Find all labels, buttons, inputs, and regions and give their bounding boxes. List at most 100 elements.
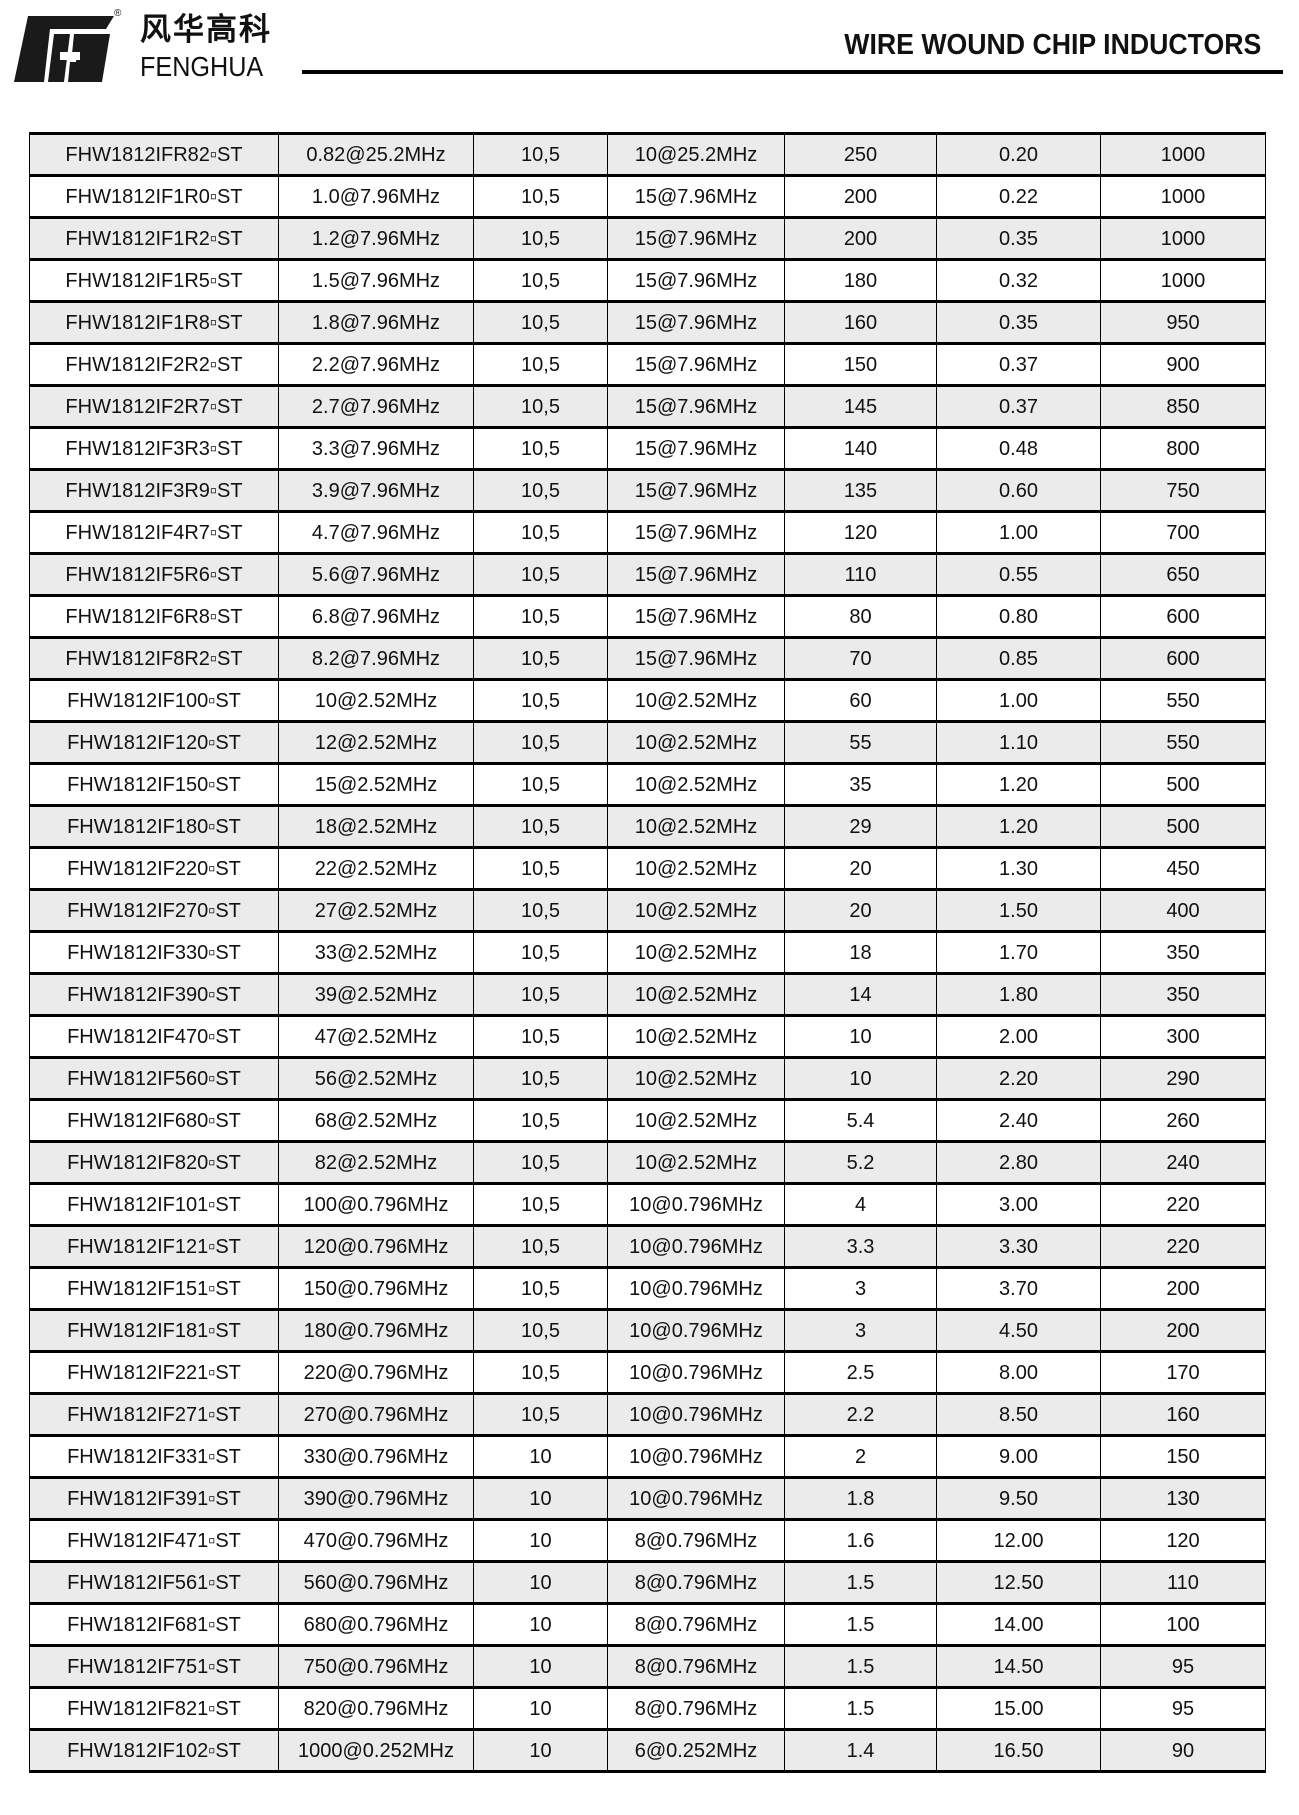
cell-dcr: 2.40 [936,1098,1101,1143]
cell-inductance: 15@2.52MHz [278,762,474,807]
cell-tolerance: 10,5 [473,678,608,723]
cell-dcr: 0.55 [936,552,1101,597]
table-row: FHW1812IF391▫ST 390@0.796MHz 10 10@0.796MHz… [29,1476,1266,1521]
table-row: FHW1812IF681▫ST 680@0.796MHz 10 8@0.796MHz 1… [29,1602,1266,1647]
cell-inductance: 1.0@7.96MHz [278,174,474,219]
cell-part-number: FHW1812IF1R8▫ST [29,300,279,345]
cell-srf: 135 [784,468,937,513]
cell-rated-current: 450 [1100,846,1266,891]
cell-rated-current: 90 [1100,1728,1266,1773]
cell-part-number: FHW1812IF561▫ST [29,1560,279,1605]
cell-rated-current: 350 [1100,930,1266,975]
cell-tolerance: 10,5 [473,888,608,933]
cell-rated-current: 200 [1100,1266,1266,1311]
cell-inductance: 150@0.796MHz [278,1266,474,1311]
table-row: FHW1812IF470▫ST 47@2.52MHz 10,5 10@2.52MHz 1… [29,1014,1266,1059]
cell-srf: 180 [784,258,937,303]
cell-part-number: FHW1812IF151▫ST [29,1266,279,1311]
cell-tolerance: 10,5 [473,384,608,429]
cell-tolerance: 10,5 [473,1308,608,1353]
cell-rated-current: 800 [1100,426,1266,471]
table-row: FHW1812IF680▫ST 68@2.52MHz 10,5 10@2.52MHz 5… [29,1098,1266,1143]
cell-srf: 200 [784,216,937,261]
cell-tolerance: 10,5 [473,1014,608,1059]
cell-q-min: 10@2.52MHz [607,1056,785,1101]
table-row: FHW1812IF1R2▫ST 1.2@7.96MHz 10,5 15@7.96MHz… [29,216,1266,261]
table-row: FHW1812IF471▫ST 470@0.796MHz 10 8@0.796MHz 1… [29,1518,1266,1563]
cell-part-number: FHW1812IF2R2▫ST [29,342,279,387]
cell-rated-current: 750 [1100,468,1266,513]
table-row: FHW1812IF101▫ST 100@0.796MHz 10,5 10@0.796M… [29,1182,1266,1227]
cell-dcr: 3.30 [936,1224,1101,1269]
cell-q-min: 15@7.96MHz [607,174,785,219]
cell-q-min: 8@0.796MHz [607,1602,785,1647]
cell-q-min: 15@7.96MHz [607,216,785,261]
cell-q-min: 10@2.52MHz [607,1140,785,1185]
cell-srf: 1.5 [784,1602,937,1647]
cell-dcr: 1.20 [936,762,1101,807]
cell-part-number: FHW1812IF180▫ST [29,804,279,849]
cell-dcr: 1.70 [936,930,1101,975]
fenghua-logo-icon [14,16,114,82]
cell-rated-current: 95 [1100,1644,1266,1689]
table-row: FHW1812IF121▫ST 120@0.796MHz 10,5 10@0.796M… [29,1224,1266,1269]
cell-dcr: 9.00 [936,1434,1101,1479]
cell-part-number: FHW1812IF120▫ST [29,720,279,765]
cell-rated-current: 95 [1100,1686,1266,1731]
cell-srf: 80 [784,594,937,639]
cell-q-min: 6@0.252MHz [607,1728,785,1773]
cell-part-number: FHW1812IF3R3▫ST [29,426,279,471]
cell-q-min: 10@0.796MHz [607,1392,785,1437]
table-row: FHW1812IF100▫ST 10@2.52MHz 10,5 10@2.52MHz 6… [29,678,1266,723]
cell-part-number: FHW1812IF181▫ST [29,1308,279,1353]
cell-part-number: FHW1812IF102▫ST [29,1728,279,1773]
cell-inductance: 2.7@7.96MHz [278,384,474,429]
cell-dcr: 1.00 [936,678,1101,723]
table-row: FHW1812IF6R8▫ST 6.8@7.96MHz 10,5 15@7.96MHz… [29,594,1266,639]
table-row: FHW1812IF2R7▫ST 2.7@7.96MHz 10,5 15@7.96MHz… [29,384,1266,429]
cell-tolerance: 10,5 [473,594,608,639]
cell-tolerance: 10,5 [473,1182,608,1227]
table-row: FHW1812IF271▫ST 270@0.796MHz 10,5 10@0.796M… [29,1392,1266,1437]
cell-part-number: FHW1812IF391▫ST [29,1476,279,1521]
cell-rated-current: 1000 [1100,258,1266,303]
cell-srf: 20 [784,846,937,891]
cell-inductance: 4.7@7.96MHz [278,510,474,555]
cell-srf: 2.5 [784,1350,937,1395]
cell-rated-current: 550 [1100,720,1266,765]
cell-inductance: 1.8@7.96MHz [278,300,474,345]
table-row: FHW1812IF821▫ST 820@0.796MHz 10 8@0.796MHz 1… [29,1686,1266,1731]
cell-srf: 1.5 [784,1560,937,1605]
cell-inductance: 560@0.796MHz [278,1560,474,1605]
cell-inductance: 39@2.52MHz [278,972,474,1017]
cell-dcr: 0.85 [936,636,1101,681]
cell-dcr: 1.20 [936,804,1101,849]
cell-srf: 5.2 [784,1140,937,1185]
cell-dcr: 0.48 [936,426,1101,471]
cell-dcr: 0.20 [936,132,1101,177]
cell-rated-current: 500 [1100,804,1266,849]
cell-tolerance: 10,5 [473,216,608,261]
cell-q-min: 15@7.96MHz [607,426,785,471]
cell-tolerance: 10,5 [473,930,608,975]
cell-inductance: 100@0.796MHz [278,1182,474,1227]
cell-srf: 60 [784,678,937,723]
cell-dcr: 1.00 [936,510,1101,555]
cell-srf: 3.3 [784,1224,937,1269]
cell-srf: 160 [784,300,937,345]
cell-rated-current: 260 [1100,1098,1266,1143]
cell-srf: 2 [784,1434,937,1479]
cell-srf: 35 [784,762,937,807]
cell-inductance: 10@2.52MHz [278,678,474,723]
cell-srf: 5.4 [784,1098,937,1143]
cell-dcr: 3.70 [936,1266,1101,1311]
cell-q-min: 10@2.52MHz [607,888,785,933]
cell-part-number: FHW1812IF821▫ST [29,1686,279,1731]
table-row: FHW1812IF180▫ST 18@2.52MHz 10,5 10@2.52MHz 2… [29,804,1266,849]
cell-tolerance: 10,5 [473,174,608,219]
table-row: FHW1812IF120▫ST 12@2.52MHz 10,5 10@2.52MHz 5… [29,720,1266,765]
cell-part-number: FHW1812IF560▫ST [29,1056,279,1101]
cell-tolerance: 10,5 [473,1140,608,1185]
cell-inductance: 820@0.796MHz [278,1686,474,1731]
cell-q-min: 10@2.52MHz [607,804,785,849]
